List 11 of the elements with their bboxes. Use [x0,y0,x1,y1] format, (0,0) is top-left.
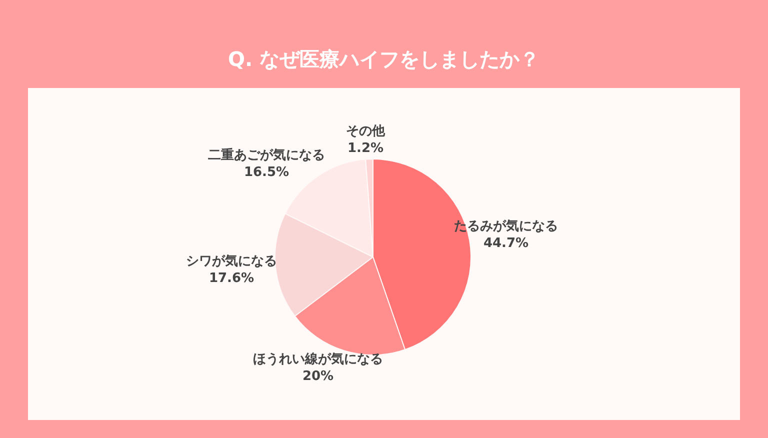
data-label: 17.6% [208,270,254,286]
slice-label: ほうれい線が気になる [253,352,383,367]
slice-label: その他 [346,124,386,139]
slice-label: たるみが気になる [454,219,558,234]
chart-title: Q. なぜ医療ハイフをしましたか？ [228,47,540,71]
data-label: 44.7% [483,236,529,251]
data-label: 20% [302,368,334,384]
slice-label: 二重あごが気になる [208,147,325,163]
slice-label: シワが気になる [186,254,277,269]
data-label: 16.5% [244,164,290,180]
data-label: 1.2% [347,140,384,156]
